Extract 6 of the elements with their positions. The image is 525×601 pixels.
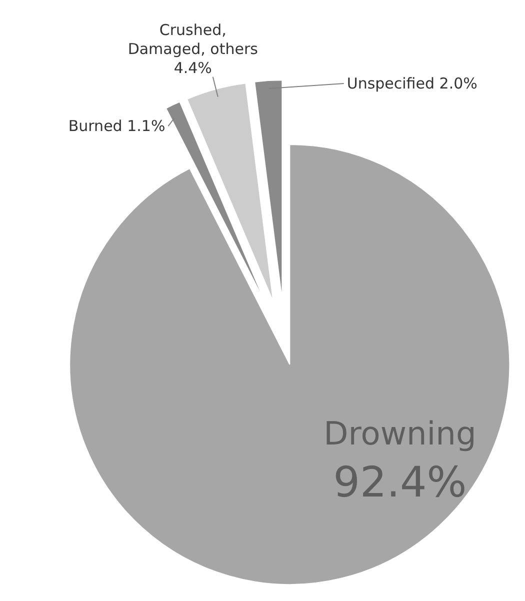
slice-label: Burned 1.1% — [68, 117, 166, 136]
slice-label: Drowning — [324, 414, 476, 453]
data-label: 4.4% — [174, 58, 212, 77]
data-label: 92.4% — [333, 458, 467, 507]
slice-label: Crushed, Damaged, others — [128, 20, 258, 58]
slice-label: Unspecified 2.0% — [346, 74, 478, 93]
